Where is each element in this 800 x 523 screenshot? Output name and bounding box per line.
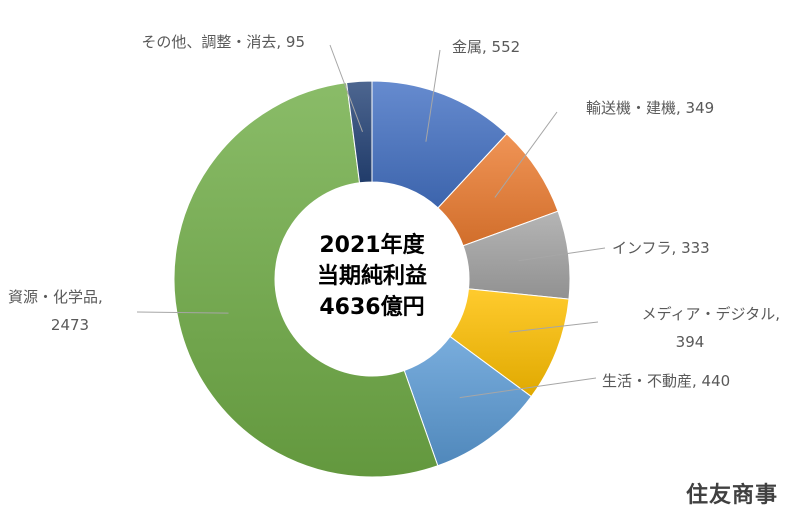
slice-5 <box>173 82 439 478</box>
data-label-1: 輸送機・建機, 349 <box>586 99 714 117</box>
leader-line-1 <box>494 111 558 198</box>
data-label-5: 資源・化学品, <box>8 288 103 306</box>
data-label-2: インフラ, 333 <box>612 239 710 257</box>
leader-line-5 <box>136 311 229 314</box>
leader-line-6 <box>329 44 363 132</box>
data-label-0: 金属, 552 <box>452 38 520 56</box>
data-label-4: 生活・不動産, 440 <box>602 372 730 390</box>
center-label: 2021年度 当期純利益 4636億円 <box>317 232 427 320</box>
leader-line-0 <box>425 49 441 142</box>
data-label-5-line2: 2473 <box>51 316 89 334</box>
leader-line-4 <box>459 377 597 399</box>
data-label-6: その他、調整・消去, 95 <box>141 33 305 51</box>
leader-line-3 <box>509 321 599 333</box>
data-label-3: メディア・デジタル, <box>642 305 780 323</box>
leader-line-2 <box>518 247 606 262</box>
data-label-3-line2: 394 <box>676 333 705 351</box>
center-line-1: 2021年度 <box>319 232 425 258</box>
center-line-3: 4636億円 <box>319 294 424 320</box>
company-logo-text: 住友商事 <box>685 483 778 508</box>
center-line-2: 当期純利益 <box>317 263 427 289</box>
